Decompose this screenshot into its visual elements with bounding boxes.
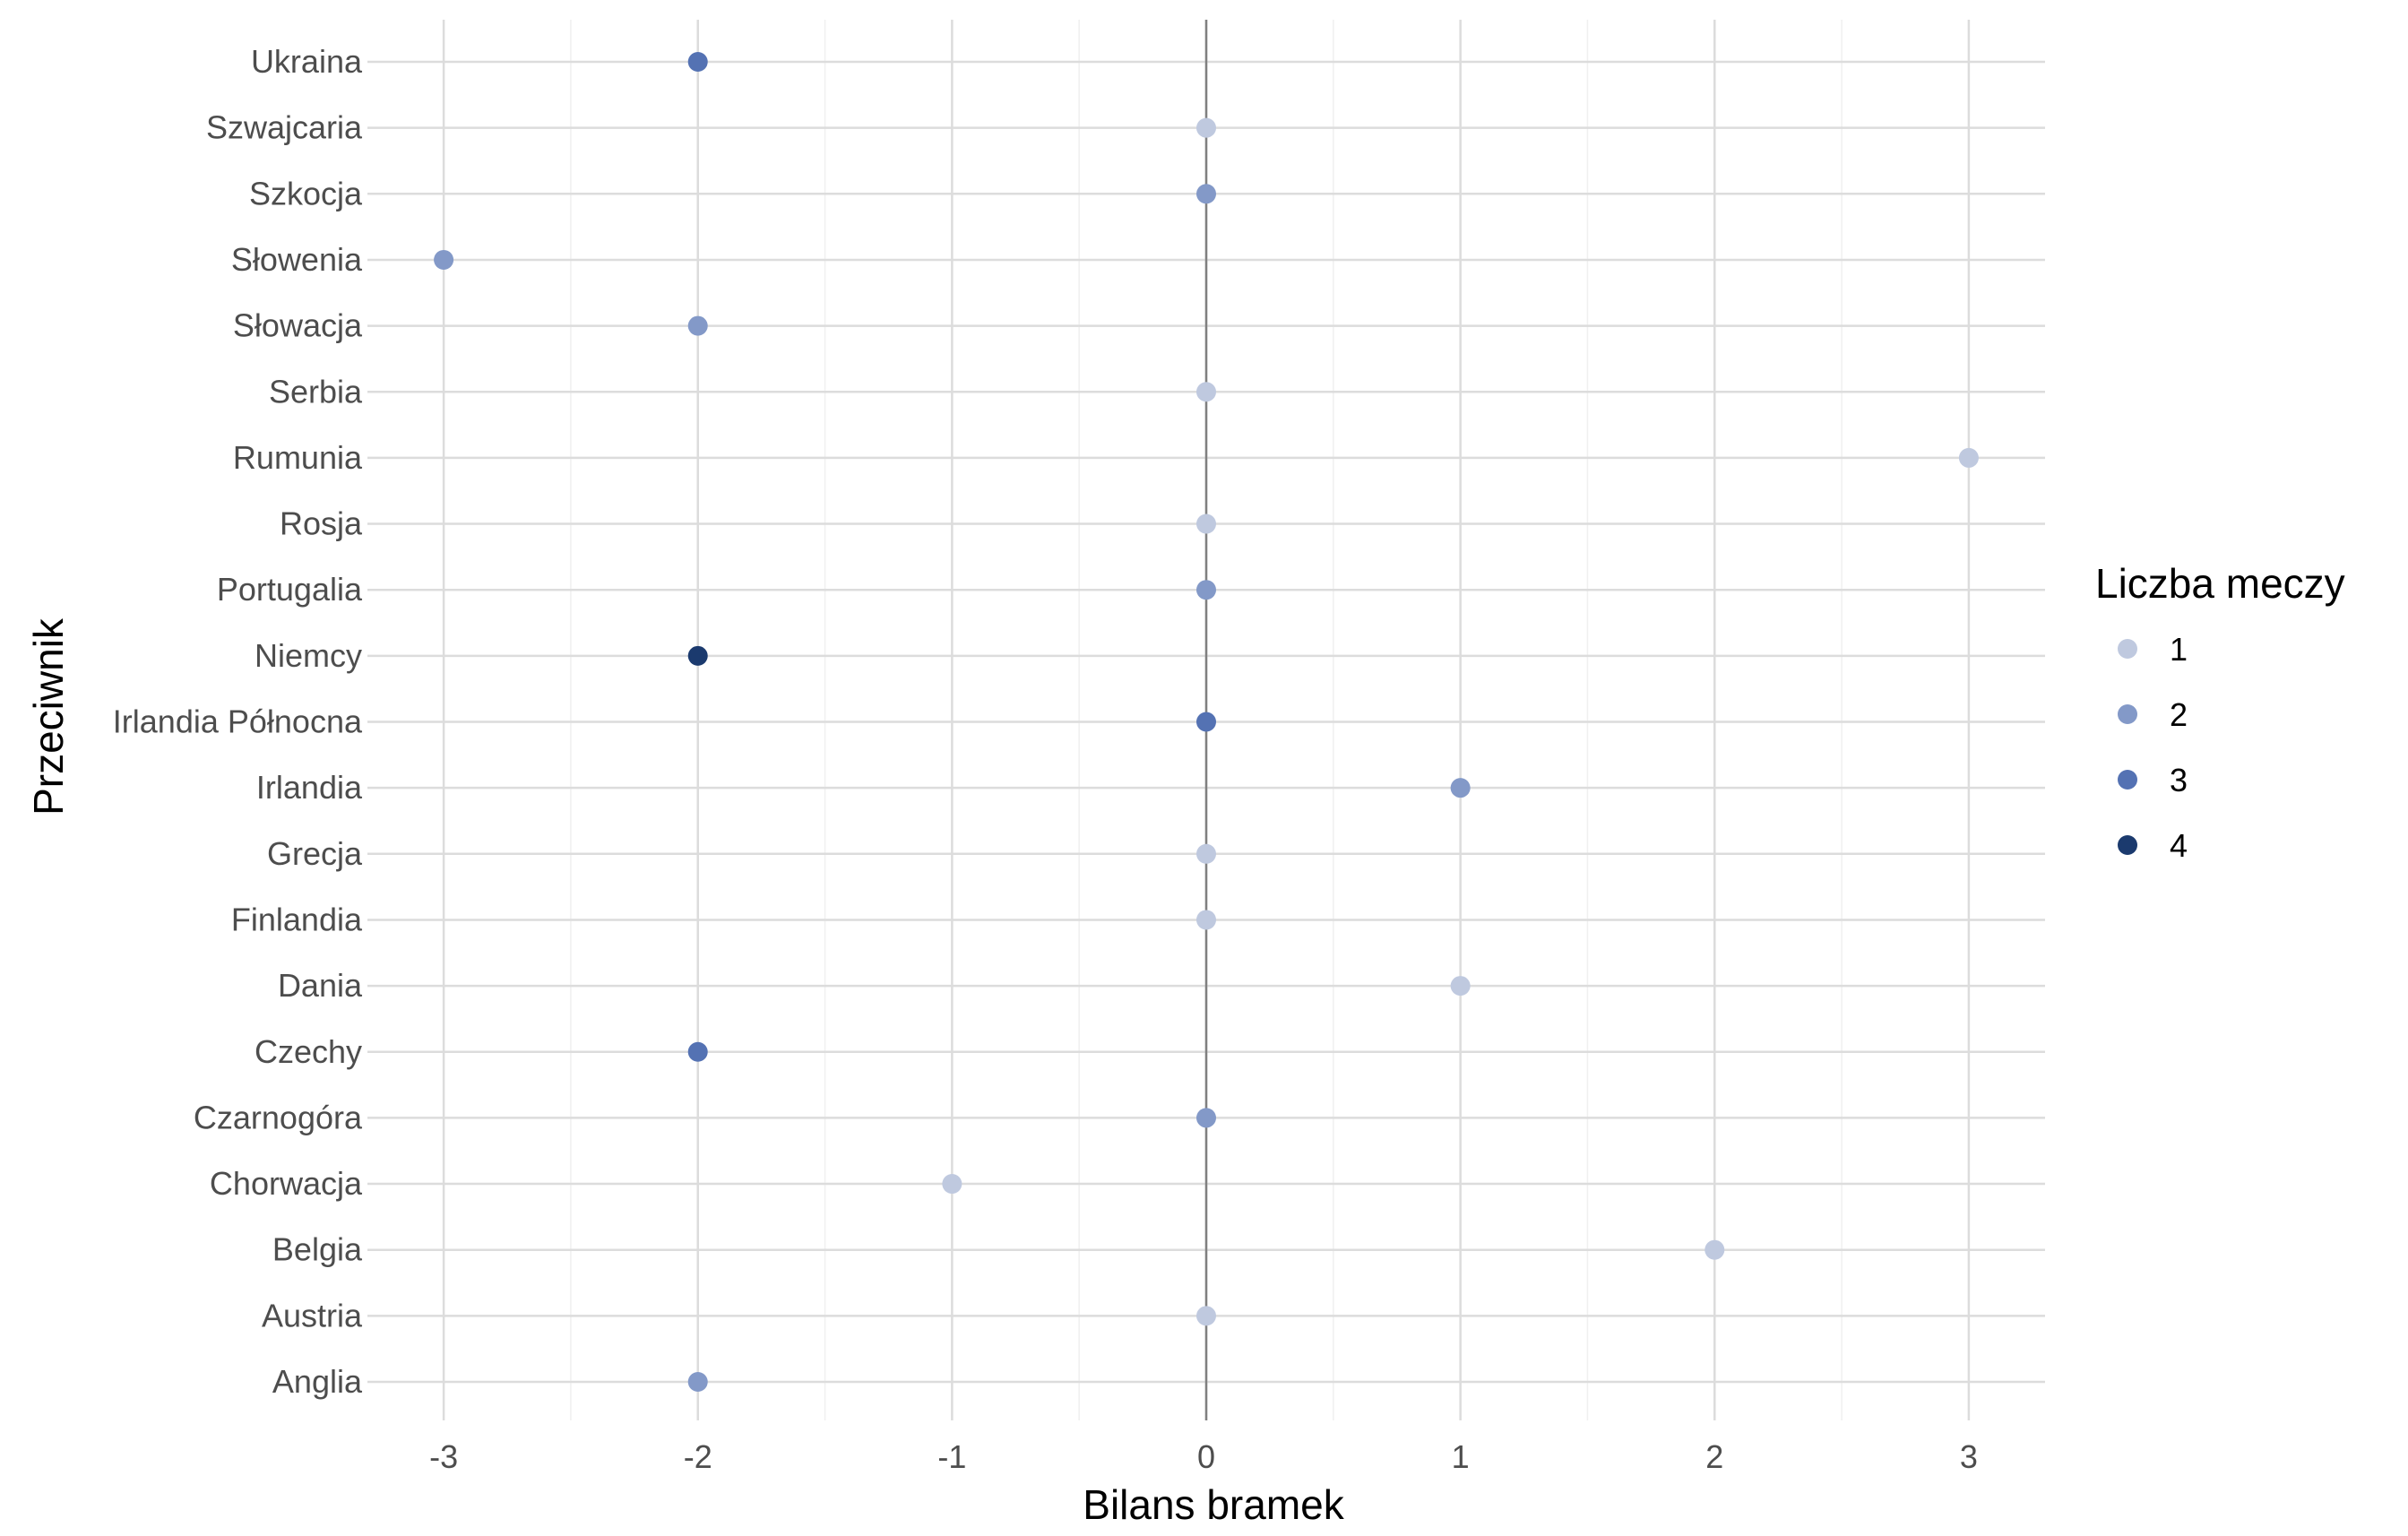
- data-point: [1450, 778, 1471, 798]
- data-point: [1958, 447, 1979, 468]
- legend-swatch: [2118, 639, 2137, 659]
- y-tick-label: Ukraina: [251, 43, 363, 80]
- legend-title: Liczba meczy: [2095, 560, 2345, 607]
- y-tick-label: Chorwacja: [210, 1165, 363, 1202]
- x-tick-label: -1: [937, 1438, 966, 1475]
- x-axis-title: Bilans bramek: [1083, 1481, 1344, 1528]
- y-tick-label: Rumunia: [233, 439, 363, 476]
- data-point: [1705, 1239, 1725, 1260]
- x-tick-label: 2: [1705, 1438, 1723, 1475]
- data-point: [1196, 580, 1216, 600]
- data-point: [434, 249, 454, 270]
- y-tick-label: Słowacja: [233, 307, 363, 344]
- data-point: [687, 1372, 708, 1392]
- data-point: [1196, 382, 1216, 402]
- y-tick-label: Belgia: [272, 1231, 363, 1268]
- x-tick-label: 1: [1452, 1438, 1470, 1475]
- x-tick-label: -3: [429, 1438, 458, 1475]
- y-tick-label: Grecja: [267, 835, 363, 872]
- y-tick-label: Irlandia: [256, 769, 363, 806]
- data-point: [1196, 910, 1216, 930]
- legend-label: 2: [2170, 696, 2188, 733]
- y-tick-label: Portugalia: [217, 571, 363, 608]
- data-point: [1196, 184, 1216, 204]
- data-point: [687, 645, 708, 666]
- y-tick-label: Anglia: [272, 1363, 363, 1400]
- data-point: [687, 1041, 708, 1062]
- legend-label: 4: [2170, 827, 2188, 864]
- legend: Liczba meczy 1 2 3 4: [2095, 560, 2345, 864]
- data-point: [1196, 843, 1216, 864]
- legend-label: 1: [2170, 631, 2188, 668]
- legend-swatch: [2118, 770, 2137, 790]
- data-point: [1196, 712, 1216, 732]
- data-points: [434, 52, 1979, 1392]
- y-tick-label: Finlandia: [231, 901, 363, 937]
- legend-swatch: [2118, 704, 2137, 724]
- x-tick-label: 0: [1197, 1438, 1215, 1475]
- data-point: [687, 52, 708, 72]
- y-tick-label: Serbia: [269, 373, 363, 410]
- data-point: [1196, 513, 1216, 534]
- data-point: [1196, 1306, 1216, 1326]
- y-tick-label: Czechy: [255, 1033, 362, 1070]
- y-tick-label: Szwajcaria: [206, 109, 363, 146]
- y-tick-label: Niemcy: [255, 637, 362, 674]
- legend-swatch: [2118, 835, 2137, 855]
- data-point: [942, 1174, 962, 1195]
- y-tick-label: Czarnogóra: [194, 1099, 363, 1135]
- y-axis-title: Przeciwnik: [25, 617, 72, 815]
- data-point: [1196, 1108, 1216, 1128]
- x-tick-label: -2: [684, 1438, 712, 1475]
- legend-label: 3: [2170, 762, 2188, 798]
- y-tick-label: Irlandia Północna: [113, 703, 363, 740]
- data-point: [687, 315, 708, 336]
- y-tick-label: Rosja: [280, 505, 363, 542]
- x-tick-labels: -3 -2 -1 0 1 2 3: [429, 1438, 1978, 1475]
- y-tick-label: Szkocja: [249, 175, 363, 211]
- x-tick-label: 3: [1960, 1438, 1978, 1475]
- data-point: [1450, 976, 1471, 997]
- data-point: [1196, 117, 1216, 138]
- y-tick-label: Dania: [278, 967, 363, 1004]
- legend-items: 1 2 3 4: [2118, 631, 2188, 864]
- y-tick-labels: Anglia Austria Belgia Chorwacja Czarnogóra Cz…: [113, 43, 363, 1400]
- y-tick-label: Słowenia: [231, 241, 363, 278]
- y-tick-label: Austria: [262, 1297, 363, 1333]
